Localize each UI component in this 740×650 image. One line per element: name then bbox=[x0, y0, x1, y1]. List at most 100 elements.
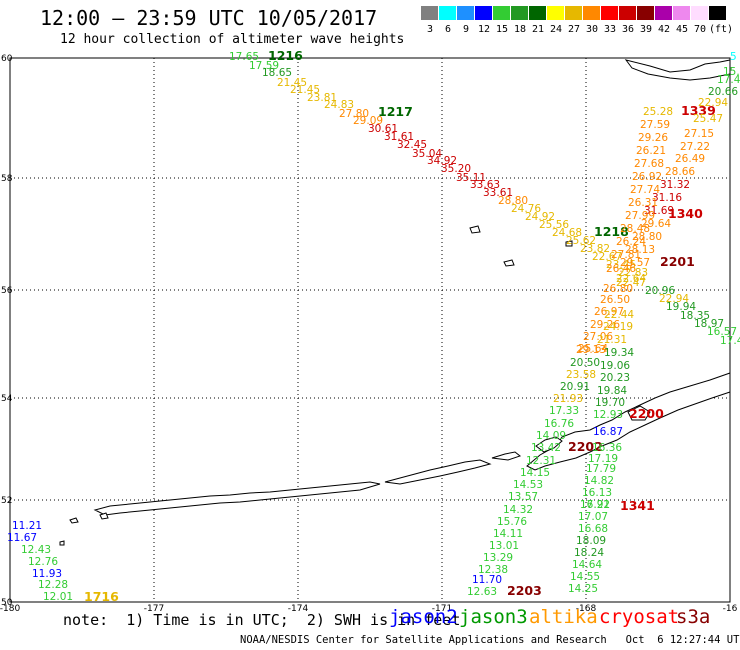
scale-swatch bbox=[547, 6, 564, 20]
wave-height-label: 13.42 bbox=[531, 442, 561, 454]
wave-height-label: 11.67 bbox=[7, 532, 37, 544]
wave-height-label: 31.69 bbox=[644, 205, 674, 217]
lat-label: 60 bbox=[1, 54, 13, 64]
wave-height-label: 25.47 bbox=[693, 113, 723, 125]
scale-swatch bbox=[475, 6, 492, 20]
wave-height-label: 25.28 bbox=[643, 106, 673, 118]
scale-label: 12 bbox=[477, 24, 491, 35]
wave-height-label: 24.68 bbox=[552, 227, 582, 239]
pass-time-label: 1339 bbox=[681, 103, 716, 118]
wave-height-label: 26.50 bbox=[600, 294, 630, 306]
scale-label: 6 bbox=[444, 24, 452, 35]
wave-height-label: 21.93 bbox=[553, 393, 583, 405]
wave-height-label: 23.81 bbox=[307, 92, 337, 104]
scale-swatch bbox=[493, 6, 510, 20]
wave-height-label: 28.80 bbox=[498, 195, 528, 207]
wave-height-label: 12.76 bbox=[28, 556, 58, 568]
wave-height-label: 27.80 bbox=[339, 108, 369, 120]
wave-height-label: 27.81 bbox=[611, 249, 641, 261]
scale-label: 30 bbox=[585, 24, 599, 35]
scale-label: 21 bbox=[531, 24, 545, 35]
wave-height-label: 16.91 bbox=[580, 499, 610, 511]
pass-time-label: 2202 bbox=[568, 439, 603, 454]
wave-height-label: 14.32 bbox=[503, 504, 533, 516]
wave-height-label: 22.64 bbox=[616, 273, 646, 285]
wave-height-label: 22.67 bbox=[592, 251, 622, 263]
scale-label: 27 bbox=[567, 24, 581, 35]
wave-height-label: 17.19 bbox=[588, 453, 618, 465]
scale-swatch bbox=[421, 6, 438, 20]
wave-height-label: 17.59 bbox=[249, 60, 279, 72]
lon-label: -180 bbox=[0, 604, 20, 614]
pass-time-label: 2203 bbox=[507, 583, 542, 598]
wave-height-label: 21.31 bbox=[597, 334, 627, 346]
scale-label: 18 bbox=[513, 24, 527, 35]
wave-height-label: 28.80 bbox=[632, 231, 662, 243]
coastline bbox=[469, 225, 481, 234]
wave-height-label: 26.21 bbox=[636, 145, 666, 157]
wave-height-label: 12.28 bbox=[38, 579, 68, 591]
wave-height-label: 15. bbox=[723, 66, 740, 78]
wave-height-label: 12.38 bbox=[478, 564, 508, 576]
wave-height-label: 20.96 bbox=[645, 285, 675, 297]
lat-label: 54 bbox=[1, 394, 13, 404]
wave-height-label: 24.92 bbox=[525, 211, 555, 223]
scale-swatch bbox=[619, 6, 636, 20]
coastline bbox=[93, 481, 381, 516]
wave-height-label: 16.36 bbox=[592, 442, 622, 454]
lat-label: 50 bbox=[1, 598, 13, 608]
wave-height-label: 13.01 bbox=[489, 540, 519, 552]
scale-swatch bbox=[637, 6, 654, 20]
wave-height-label: 34.92 bbox=[427, 155, 457, 167]
lat-label: 58 bbox=[1, 174, 13, 184]
scale-label: 9 bbox=[462, 24, 470, 35]
wave-height-label: 19.84 bbox=[597, 385, 627, 397]
wave-height-label: 31.16 bbox=[652, 192, 682, 204]
wave-height-label: 18.09 bbox=[576, 535, 606, 547]
wave-height-label: 12.31 bbox=[526, 455, 556, 467]
wave-height-label: 17.4 bbox=[717, 74, 740, 86]
wave-height-label: 27.99 bbox=[625, 210, 655, 222]
wave-height-label: 30.61 bbox=[368, 123, 398, 135]
wave-height-label: 27.59 bbox=[640, 119, 670, 131]
coastline bbox=[491, 451, 522, 461]
wave-height-label: 29.26 bbox=[590, 319, 620, 331]
scale-swatch bbox=[457, 6, 474, 20]
wave-height-label: 18.65 bbox=[262, 67, 292, 79]
wave-height-label: 23.45 bbox=[606, 259, 636, 271]
wave-height-label: 19.94 bbox=[666, 301, 696, 313]
coastline bbox=[627, 405, 651, 421]
lon-label: -174 bbox=[288, 604, 309, 614]
wave-height-label: 11.70 bbox=[472, 574, 502, 586]
chart-title: 12:00 – 23:59 UTC 10/05/2017 bbox=[40, 6, 378, 30]
wave-height-label: 22.44 bbox=[604, 309, 634, 321]
scale-swatch bbox=[691, 6, 708, 20]
wave-height-label: 26.92 bbox=[632, 171, 662, 183]
lon-label: -171 bbox=[432, 604, 452, 614]
wave-height-label: 16.13 bbox=[582, 487, 612, 499]
scale-swatch bbox=[439, 6, 456, 20]
footer-note: note: 1) Time is in UTC; 2) SWH is in fe… bbox=[63, 611, 461, 629]
wave-height-label: 5 bbox=[730, 51, 737, 63]
wave-height-label: 22.94 bbox=[698, 97, 728, 109]
wave-height-label: 18.35 bbox=[680, 310, 710, 322]
scale-swatch bbox=[709, 6, 726, 20]
satellite-label-altika: altika bbox=[529, 606, 598, 628]
pass-time-label: 1341 bbox=[620, 498, 655, 513]
wave-height-label: 12.63 bbox=[467, 586, 497, 598]
chart-subtitle: 12 hour collection of altimeter wave hei… bbox=[60, 32, 405, 47]
scale-swatch bbox=[565, 6, 582, 20]
wave-height-label: 20.50 bbox=[570, 357, 600, 369]
pass-time-label: 1340 bbox=[668, 206, 703, 221]
wave-height-label: 14.55 bbox=[570, 571, 600, 583]
wave-height-label: 23.82 bbox=[580, 243, 610, 255]
scale-swatch bbox=[655, 6, 672, 20]
wave-height-label: 11.93 bbox=[32, 568, 62, 580]
scale-label: 70 bbox=[693, 24, 707, 35]
wave-height-label: 17.65 bbox=[229, 51, 259, 63]
wave-height-label: 29.26 bbox=[638, 132, 668, 144]
wave-height-label: 20.66 bbox=[708, 86, 738, 98]
wave-height-label: 19.70 bbox=[595, 397, 625, 409]
wave-height-label: 28.48 bbox=[620, 223, 650, 235]
coastline bbox=[624, 59, 731, 81]
